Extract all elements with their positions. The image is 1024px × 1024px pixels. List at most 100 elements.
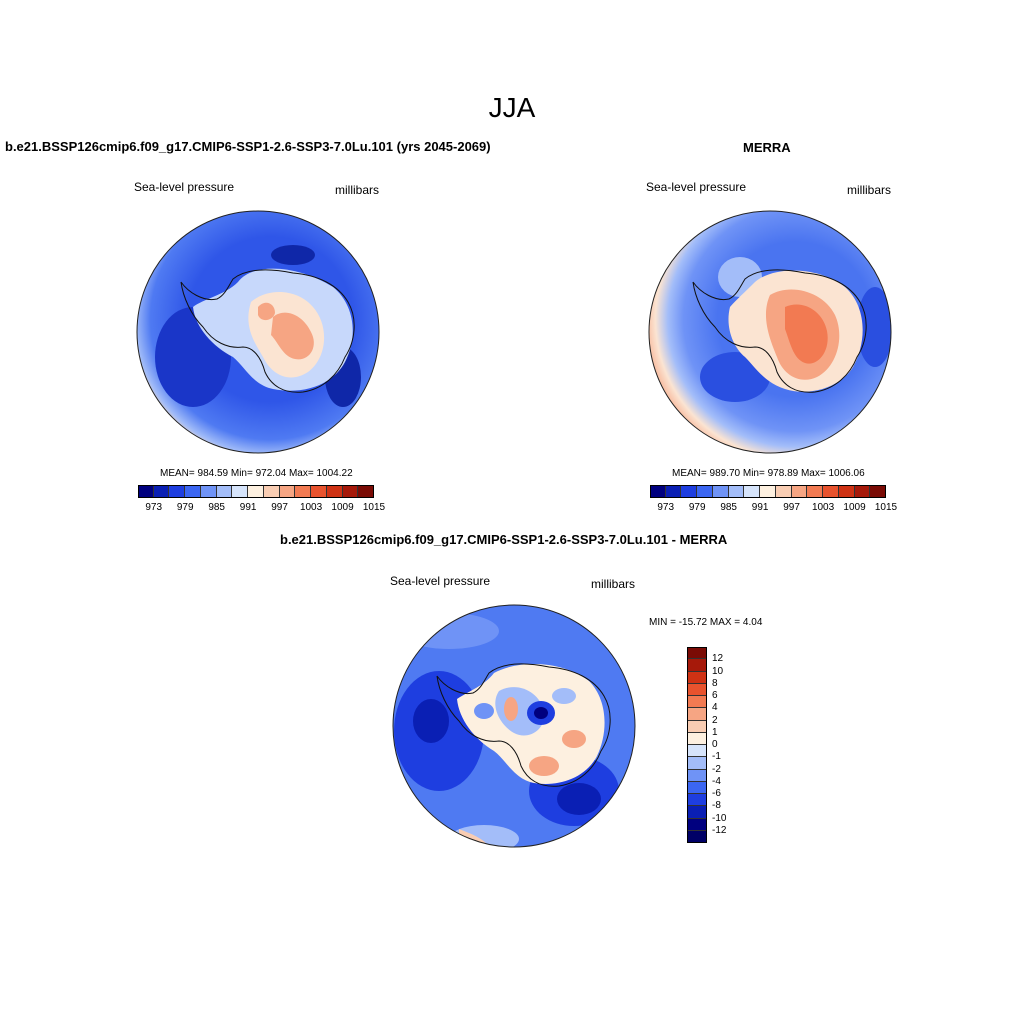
panel-model-colorbar [138,485,374,498]
panel-diff-colorbar-tick-label: 12 [712,653,724,665]
panel-diff-colorbar-tick-label: -1 [712,751,721,763]
panel-model-colorbar-tick-label: 979 [176,502,194,513]
panel-model-colorbar-cell [248,485,264,498]
panel-diff-title: b.e21.BSSP126cmip6.f09_g17.CMIP6-SSP1-2.… [280,532,728,547]
panel-diff-colorbar-tick-label: -6 [712,788,721,799]
panel-obs-colorbar-tick-label: 985 [720,502,737,513]
panel-obs-colorbar-tick-label: 973 [657,502,675,513]
panel-model-map-border [136,210,380,454]
panel-diff-colorbar-tick-label: 10 [712,665,724,677]
panel-obs-variable-label: Sea-level pressure [646,180,747,194]
panel-obs-colorbar-tick-label: 1015 [874,502,898,513]
panel-model-colorbar-tick-label: 1015 [362,502,386,513]
panel-diff-colorbar-cell [687,732,707,745]
panel-diff-colorbar-cell [687,683,707,696]
panel-obs-colorbar-cell [838,485,855,498]
panel-model-colorbar-tick-label: 985 [208,502,225,513]
panel-diff-colorbar-frame [687,647,707,843]
panel-diff-colorbar-tick-label: 0 [712,739,718,750]
panel-model-colorbar-frame [138,485,374,498]
panel-model-coastline [180,269,355,393]
panel-obs-colorbar-cell [744,485,761,498]
panel-diff-units-label: millibars [591,577,636,591]
panel-diff-colorbar-tick-label: -10 [712,812,727,824]
panel-model-colorbar-cell [153,485,170,498]
panel-model-colorbar-cell [263,485,280,498]
panel-model-colorbar-tick-label: 997 [271,502,288,513]
panel-obs-colorbar-cell [712,485,729,498]
panel-obs-colorbar-cell [823,485,839,498]
panel-model-colorbar-cell [279,485,296,498]
panel-obs-colorbar-tick-label: 997 [783,502,800,513]
panel-model-colorbar-ticks: 973 979 985 991 997 1003 1009 1015 [138,502,385,514]
panel-diff-high-east [562,730,586,748]
panel-obs-colorbar-tick-label: 1003 [811,502,835,513]
panel-model-colorbar-cell [200,485,217,498]
panel-obs-map-border [648,210,892,454]
panel-obs-colorbar-cell [697,485,713,498]
panel-diff-colorbar-tick-label: -12 [712,824,727,836]
panel-obs-colorbar-cell [807,485,824,498]
panel-obs-colorbar-cell [775,485,792,498]
panel-model-colorbar-cell [138,485,154,498]
panel-diff-variable-label: Sea-level pressure [390,574,491,588]
panel-diff-colorbar-cell [687,769,707,782]
panel-obs-colorbar-cell [665,485,682,498]
panel-diff-colorbar-tick-label: -8 [712,800,721,812]
panel-obs-colorbar-cell [728,485,745,498]
panel-diff-colorbar [687,647,707,843]
panel-diff-colorbar-cell [687,696,707,709]
panel-model-stats: MEAN= 984.59 Min= 972.04 Max= 1004.22 [160,468,353,479]
panel-model-colorbar-tick-label: 1003 [299,502,323,513]
panel-model-colorbar-cell [342,485,359,498]
panel-model-colorbar-tick-label: 991 [239,502,257,513]
panel-diff-map [392,604,636,848]
panel-obs-colorbar-cell [760,485,776,498]
panel-model-high-core [271,312,314,360]
panel-obs-colorbar-tick-label: 979 [688,502,706,513]
panel-model-colorbar-tick-label: 973 [145,502,163,513]
panel-model-colorbar-cell [169,485,186,498]
panel-diff-colorbar-tick-label: 4 [712,702,718,714]
panel-obs-colorbar-cell [650,485,666,498]
panel-diff-stats: MIN = -15.72 MAX = 4.04 [649,617,763,628]
panel-diff-colorbar-tick-label: -4 [712,775,721,787]
panel-diff-colorbar-cell [687,818,707,831]
panel-diff-map-border [392,604,636,848]
panel-obs-map [648,210,892,454]
panel-obs-units-label: millibars [847,183,892,197]
panel-diff-colorbar-cell [687,745,707,758]
figure-title: JJA [488,92,536,123]
panel-diff-colorbar-tick-label: 1 [712,726,718,738]
panel-model-low-north [271,245,315,265]
panel-obs-coastline [692,269,867,393]
panel-obs-colorbar-cell [681,485,698,498]
panel-model-colorbar-cell [216,485,233,498]
panel-diff-colorbar-cell [687,794,707,807]
panel-diff-colorbar-cell [687,720,707,733]
panel-model-colorbar-cell [295,485,312,498]
panel-obs-stats: MEAN= 989.70 Min= 978.89 Max= 1006.06 [672,468,865,479]
panel-obs-colorbar-cell [854,485,871,498]
panel-model-map [136,210,380,454]
panel-diff-high-south [529,756,559,776]
panel-diff-colorbar-tick-label: 2 [712,714,718,726]
panel-diff-colorbar-ticks: 12 10 8 6 4 2 1 0 -1 -2 -4 -6 -8 -10 -12 [712,647,752,843]
panel-model-variable-label: Sea-level pressure [134,180,235,194]
panel-diff-coastline [436,663,611,787]
panel-diff-colorbar-tick-label: 8 [712,677,718,689]
panel-model-colorbar-cell [232,485,249,498]
panel-diff-colorbar-cell [687,671,707,684]
panel-diff-colorbar-cell [687,781,707,794]
panel-obs-colorbar-tick-label: 1009 [843,502,866,513]
panel-diff-colorbar-cell [687,708,707,721]
panel-diff-colorbar-tick-label: -2 [712,763,721,775]
panel-model-colorbar-cell [311,485,327,498]
panel-obs-colorbar [650,485,886,498]
panel-diff-high-center [504,697,518,721]
panel-obs-colorbar-ticks: 973 979 985 991 997 1003 1009 1015 [650,502,897,514]
panel-diff-colorbar-cell [687,757,707,770]
panel-obs-low-east [857,287,891,367]
panel-model-colorbar-tick-label: 1009 [331,502,354,513]
panel-diff-colorbar-cell [687,647,707,660]
